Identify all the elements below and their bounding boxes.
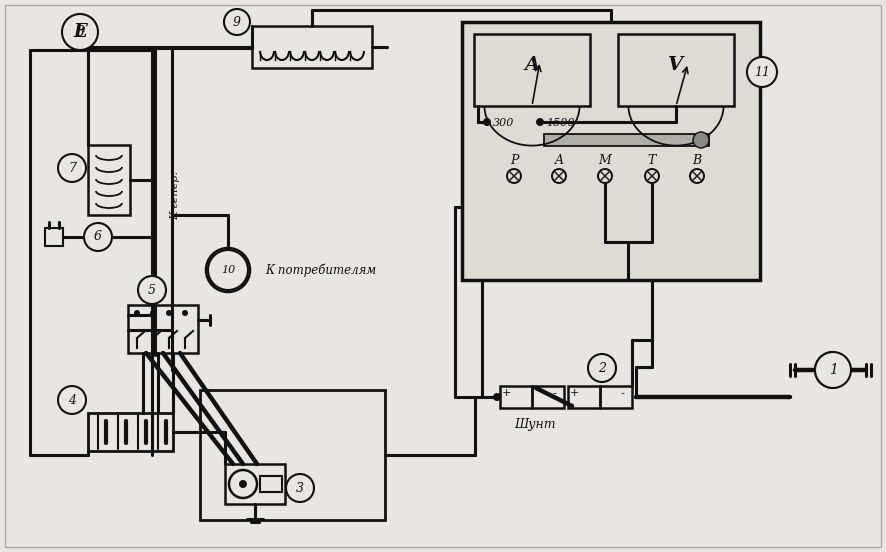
Bar [88, 145, 130, 215]
Text: 2: 2 [598, 362, 606, 374]
Text: M: M [599, 153, 611, 167]
Bar [200, 390, 385, 520]
Bar [128, 305, 198, 353]
Bar [45, 228, 63, 246]
Circle shape [493, 393, 501, 401]
Circle shape [483, 118, 491, 126]
Text: V: V [668, 56, 684, 74]
Text: 1500: 1500 [546, 118, 574, 128]
Circle shape [84, 223, 112, 251]
Text: E: E [74, 23, 87, 41]
Circle shape [286, 474, 314, 502]
Text: 300: 300 [493, 118, 515, 128]
Circle shape [588, 354, 616, 382]
Circle shape [815, 352, 851, 388]
Circle shape [150, 310, 156, 316]
Text: 9: 9 [233, 15, 241, 29]
Text: 11: 11 [754, 66, 770, 78]
Text: 7: 7 [68, 162, 76, 174]
Text: 10: 10 [221, 265, 235, 275]
Circle shape [224, 9, 250, 35]
Text: К генер.: К генер. [170, 171, 180, 220]
Text: Шунт: Шунт [514, 418, 556, 431]
Text: -: - [620, 388, 624, 398]
Text: 5: 5 [148, 284, 156, 296]
Circle shape [138, 276, 166, 304]
Text: 1: 1 [828, 363, 837, 377]
Text: +: + [501, 388, 510, 398]
Text: T: T [648, 153, 657, 167]
Text: -: - [552, 388, 556, 398]
Bar [600, 386, 632, 408]
Circle shape [693, 132, 709, 148]
Text: +: + [570, 388, 579, 398]
Text: A: A [555, 153, 563, 167]
Bar [544, 134, 709, 146]
Bar [618, 34, 734, 106]
Text: 6: 6 [94, 231, 102, 243]
Bar [462, 22, 760, 280]
Circle shape [134, 310, 140, 316]
Text: A: A [525, 56, 540, 74]
Circle shape [208, 250, 248, 290]
Bar [260, 476, 282, 492]
Bar [568, 386, 600, 408]
Circle shape [58, 386, 86, 414]
Circle shape [58, 154, 86, 182]
Bar [225, 464, 285, 504]
Circle shape [536, 118, 544, 126]
Text: 8: 8 [75, 25, 84, 39]
Bar [474, 34, 590, 106]
Text: 3: 3 [296, 481, 304, 495]
Bar [500, 386, 532, 408]
Text: P: P [509, 153, 518, 167]
Circle shape [182, 310, 188, 316]
Circle shape [62, 14, 98, 50]
Bar [88, 413, 173, 451]
Bar [532, 386, 564, 408]
Text: 4: 4 [68, 394, 76, 406]
Text: B: B [693, 153, 702, 167]
Circle shape [239, 480, 247, 488]
Bar [252, 26, 372, 68]
Circle shape [166, 310, 172, 316]
Circle shape [747, 57, 777, 87]
Text: К потребителям: К потребителям [265, 263, 377, 277]
